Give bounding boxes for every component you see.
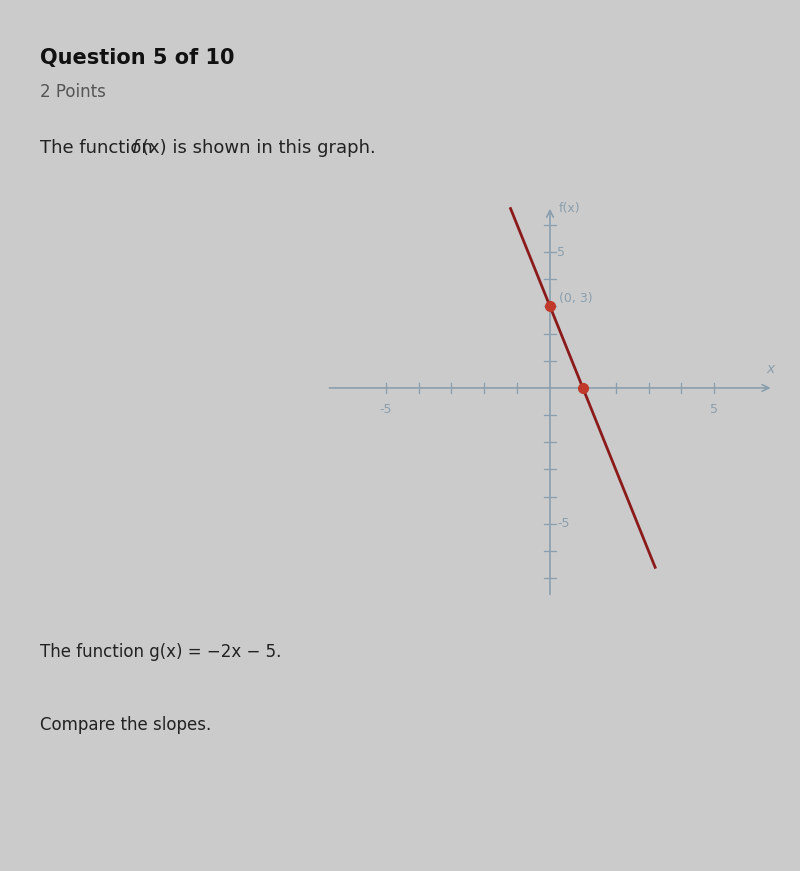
- Text: (0, 3): (0, 3): [559, 292, 593, 305]
- Text: Question 5 of 10: Question 5 of 10: [40, 48, 234, 68]
- Text: 2 Points: 2 Points: [40, 83, 106, 101]
- Text: The function g(x) = −2x − 5.: The function g(x) = −2x − 5.: [40, 643, 282, 661]
- Text: -5: -5: [558, 517, 570, 530]
- Text: -5: -5: [379, 403, 392, 415]
- Text: x: x: [767, 361, 775, 375]
- Text: f(x): f(x): [558, 202, 580, 215]
- Text: (x) is shown in this graph.: (x) is shown in this graph.: [142, 139, 376, 158]
- Text: Compare the slopes.: Compare the slopes.: [40, 716, 211, 734]
- Text: The function: The function: [40, 139, 158, 158]
- Text: f: f: [132, 139, 138, 158]
- Text: 5: 5: [558, 246, 566, 259]
- Text: 5: 5: [710, 403, 718, 415]
